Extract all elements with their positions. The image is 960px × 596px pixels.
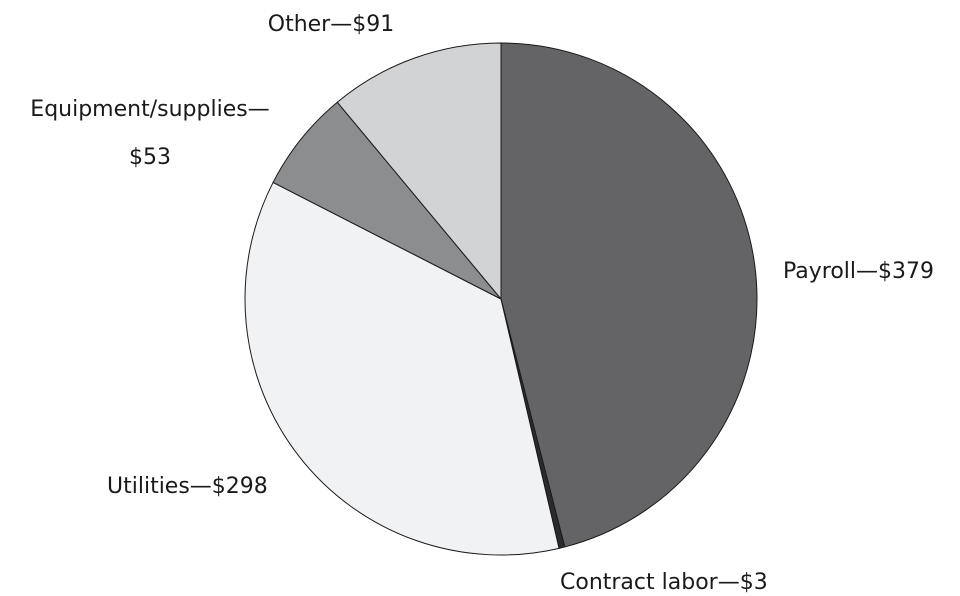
pie-slice (500, 42, 758, 548)
pie-slice (336, 42, 502, 301)
slice-label: Other—$91 (268, 12, 394, 37)
slice-label: Payroll—$379 (783, 259, 934, 284)
slice-label: Equipment/supplies— (30, 97, 269, 122)
pie-slice (244, 181, 560, 556)
slice-label: $53 (129, 145, 171, 170)
slice-label: Contract labor—$3 (560, 570, 768, 595)
slice-label: Utilities—$298 (107, 474, 268, 499)
